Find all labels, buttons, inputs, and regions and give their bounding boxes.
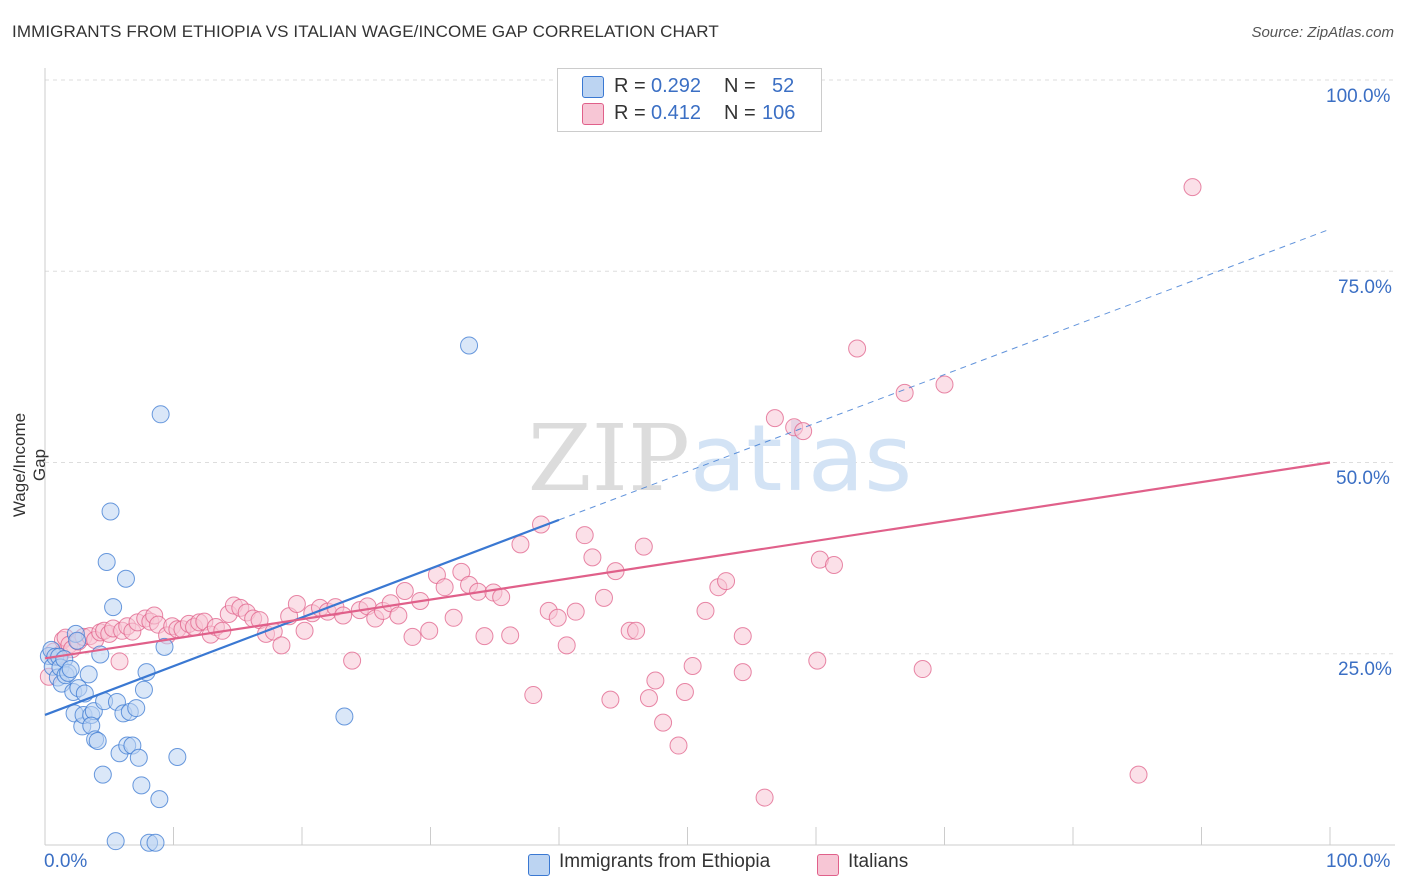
legend-label: Immigrants from Ethiopia bbox=[559, 851, 771, 872]
italians-point bbox=[808, 651, 827, 670]
italians-point bbox=[601, 690, 620, 709]
italians-point bbox=[395, 582, 414, 601]
italians-point bbox=[654, 713, 673, 732]
italians-point bbox=[575, 526, 594, 545]
watermark: ZIPatlas bbox=[528, 405, 913, 512]
y-tick-label: 100.0% bbox=[1326, 86, 1391, 107]
legend-r-value: 0.292 bbox=[651, 75, 702, 97]
italians-point bbox=[444, 608, 463, 627]
italians-point bbox=[420, 621, 439, 640]
italians-point bbox=[1183, 178, 1202, 197]
italians-point bbox=[334, 606, 353, 625]
ethiopia-point bbox=[127, 699, 146, 718]
x-tick-label: 100.0% bbox=[1326, 851, 1391, 872]
italians-point bbox=[794, 422, 813, 441]
ethiopia-point bbox=[88, 731, 107, 750]
ethiopia-point bbox=[61, 660, 80, 679]
italians-point bbox=[824, 556, 843, 575]
italians-point bbox=[548, 608, 567, 627]
italians-point bbox=[594, 588, 613, 607]
italians-point bbox=[627, 621, 646, 640]
ethiopia-point bbox=[79, 665, 98, 684]
ethiopia-point bbox=[134, 680, 153, 699]
italians-point bbox=[683, 656, 702, 675]
y-tick-label: 75.0% bbox=[1338, 277, 1392, 298]
italians-point bbox=[675, 683, 694, 701]
ethiopia-point bbox=[116, 569, 135, 588]
ethiopia-point bbox=[93, 765, 112, 784]
italians-point bbox=[475, 627, 494, 646]
ethiopia-point bbox=[150, 790, 169, 809]
italians-point bbox=[435, 578, 454, 597]
italians-point bbox=[765, 409, 784, 428]
ethiopia-point bbox=[106, 832, 125, 851]
italians-point bbox=[935, 375, 954, 394]
ethiopia-point bbox=[68, 631, 87, 650]
italians-point bbox=[733, 627, 752, 646]
stats-legend: R = 0.292 N = 52 R = 0.412 N = 106 bbox=[557, 68, 822, 132]
italians-point bbox=[733, 663, 752, 682]
italians-point bbox=[717, 572, 736, 591]
y-tick-label: 50.0% bbox=[1336, 468, 1390, 489]
y-axis-title: Wage/Income Gap bbox=[10, 412, 49, 518]
italians-point bbox=[895, 383, 914, 402]
legend-n-label: N = bbox=[724, 75, 756, 97]
ethiopia-point bbox=[132, 776, 151, 795]
italians-point bbox=[634, 537, 653, 556]
italians-point bbox=[343, 651, 362, 670]
italians-point bbox=[646, 671, 665, 690]
italians-point bbox=[669, 736, 688, 755]
ethiopia-point bbox=[168, 748, 187, 767]
source-label: Source: ZipAtlas.com bbox=[1251, 24, 1394, 41]
ethiopia-point bbox=[146, 833, 165, 852]
italians-point bbox=[583, 548, 602, 567]
chart-title: IMMIGRANTS FROM ETHIOPIA VS ITALIAN WAGE… bbox=[12, 22, 719, 41]
italians-point bbox=[501, 626, 520, 645]
italians-point bbox=[566, 602, 585, 621]
italians-point bbox=[295, 621, 314, 640]
italians-point bbox=[403, 627, 422, 646]
ethiopia-trendline bbox=[44, 518, 560, 716]
y-tick-label: 25.0% bbox=[1338, 659, 1392, 680]
italians-point bbox=[492, 588, 511, 607]
italians-point bbox=[287, 595, 306, 614]
ethiopia-point bbox=[335, 707, 354, 726]
italians-point bbox=[110, 652, 129, 671]
legend-r-label: R = bbox=[614, 75, 646, 97]
italians-point bbox=[696, 601, 715, 620]
legend-n-label: N = bbox=[724, 102, 756, 124]
italians-point bbox=[389, 606, 408, 625]
legend-swatch-pink bbox=[582, 103, 604, 125]
italians-point bbox=[848, 339, 867, 358]
x-tick-label: 0.0% bbox=[44, 851, 88, 872]
ethiopia-point bbox=[155, 637, 174, 656]
legend-swatch-pink bbox=[817, 854, 839, 876]
legend-n-value: 52 bbox=[772, 75, 795, 97]
ethiopia-point bbox=[129, 748, 148, 767]
italians-point bbox=[639, 689, 658, 708]
legend-label: Italians bbox=[848, 851, 909, 872]
legend-swatch-blue bbox=[528, 854, 550, 876]
italians-trendline bbox=[44, 461, 1331, 660]
ethiopia-trendline-extension bbox=[558, 228, 1331, 521]
italians-point bbox=[272, 636, 291, 655]
legend-r-label: R = bbox=[614, 102, 646, 124]
italians-point bbox=[524, 686, 543, 705]
ethiopia-point bbox=[101, 502, 120, 521]
italians-point bbox=[557, 636, 576, 655]
italians-point bbox=[913, 660, 932, 679]
legend-swatch-blue bbox=[582, 76, 604, 98]
ethiopia-point bbox=[151, 405, 170, 424]
ethiopia-point bbox=[104, 598, 123, 617]
ethiopia-point bbox=[460, 336, 479, 355]
italians-point bbox=[511, 535, 530, 554]
italians-point bbox=[1129, 765, 1148, 784]
ethiopia-point bbox=[97, 552, 116, 571]
italians-point bbox=[755, 788, 774, 807]
legend-n-value: 106 bbox=[762, 102, 796, 124]
legend-r-value: 0.412 bbox=[651, 102, 702, 124]
